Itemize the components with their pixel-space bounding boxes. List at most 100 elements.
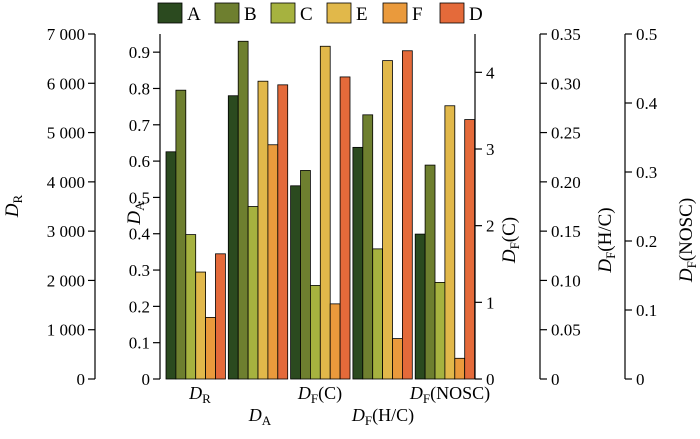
bar-group: [227, 40, 289, 380]
bar-f: [392, 338, 403, 380]
bar-c: [185, 234, 197, 380]
legend-item-c: C: [270, 2, 313, 25]
tick-label: 0.8: [129, 79, 150, 98]
tick-label: 4: [486, 63, 495, 82]
legend-item-e: E: [326, 2, 368, 25]
bar-c: [434, 281, 446, 380]
bar-e: [257, 80, 269, 380]
legend-label: C: [300, 4, 313, 25]
bar-group: [414, 105, 476, 380]
category-label: DA: [248, 405, 272, 428]
tick-label: 0.30: [551, 74, 581, 93]
bar-group: [352, 50, 413, 380]
category-label: DF(C): [297, 383, 342, 406]
tick-label: 0.20: [551, 173, 581, 192]
bar-a: [227, 95, 239, 380]
bars: [165, 40, 476, 380]
tick-label: 0.1: [129, 334, 150, 353]
bar-d: [464, 119, 476, 380]
axis-d-a: 0 0.1 0.2 0.3 0.4 0.5 0.6 0.7 0.8 0.9 DA: [124, 34, 161, 389]
axis-title: DR: [2, 194, 25, 218]
bar-e: [195, 271, 206, 380]
tick-label: 0.25: [551, 124, 581, 143]
tick-label: 0.1: [636, 301, 657, 320]
bar-b: [237, 40, 249, 380]
tick-label: 0.3: [636, 163, 657, 182]
tick-label: 3: [486, 140, 495, 159]
tick-label: 0.5: [636, 25, 657, 44]
tick-label: 2 000: [47, 271, 85, 290]
tick-label: 0: [551, 370, 560, 389]
axis-d-r: 0 1 000 2 000 3 000 4 000 5 000 6 000 7 000 DR: [2, 25, 96, 389]
tick-label: 0.2: [129, 297, 150, 316]
tick-label: 0: [636, 370, 645, 389]
bar-f: [454, 357, 466, 380]
legend-label: E: [356, 4, 368, 25]
tick-label: 6 000: [47, 74, 85, 93]
tick-label: 3 000: [47, 222, 85, 241]
axis-title: DA: [124, 201, 147, 226]
bar-f: [267, 144, 279, 380]
category-labels: DR DA DF(C) DF(H/C)DF(NOSC): [188, 383, 490, 428]
tick-label: 2: [486, 217, 495, 236]
bar-b: [362, 114, 374, 380]
bar-e: [382, 60, 393, 380]
legend-swatch: [439, 2, 465, 24]
bar-b: [424, 164, 436, 380]
tick-label: 0: [142, 370, 151, 389]
tick-label: 0.2: [636, 232, 657, 251]
bar-c: [309, 285, 321, 380]
axis-d-f-c: 0 1 2 3 4 DF(C): [474, 34, 522, 389]
bar-f: [205, 316, 216, 380]
legend-item-b: B: [214, 2, 257, 25]
legend-label: B: [244, 4, 257, 25]
tick-label: 0.05: [551, 321, 581, 340]
legend-label: A: [187, 4, 201, 25]
bar-d: [277, 84, 289, 380]
legend-swatch: [382, 2, 408, 24]
legend-swatch: [157, 2, 183, 24]
axis-title: DF(NOSC): [676, 198, 699, 283]
bar-d: [215, 253, 226, 380]
legend-item-f: F: [382, 2, 423, 25]
legend-label: F: [412, 4, 423, 25]
legend-item-d: D: [439, 2, 483, 25]
category-label: DF(H/C): [351, 405, 414, 428]
tick-label: 0.10: [551, 271, 581, 290]
tick-label: 0: [77, 370, 86, 389]
tick-label: 0.35: [551, 25, 581, 44]
bar-a: [165, 151, 177, 380]
axis-d-f-hc: 0 0.05 0.10 0.15 0.20 0.25 0.30 0.35 DF(H/C): [539, 25, 618, 389]
bar-group: [290, 45, 351, 380]
bar-c: [372, 248, 384, 380]
tick-label: 0.3: [129, 261, 150, 280]
tick-label: 4 000: [47, 173, 85, 192]
axis-title: DF(C): [499, 217, 522, 264]
bar-a: [414, 233, 426, 380]
tick-label: 5 000: [47, 124, 85, 143]
category-label: DR: [188, 383, 211, 406]
axis-d-f-nosc: 0 0.1 0.2 0.3 0.4 0.5 DF(NOSC): [624, 25, 699, 389]
category-label: DF(NOSC): [409, 383, 490, 406]
legend-swatch: [326, 2, 352, 24]
bar-d: [401, 50, 413, 380]
bar-b: [175, 89, 187, 380]
bar-a: [352, 146, 364, 380]
tick-label: 0.9: [129, 43, 150, 62]
tick-label: 0.15: [551, 222, 581, 241]
tick-label: 0.5: [129, 188, 150, 207]
tick-label: 0.4: [129, 225, 151, 244]
bar-a: [290, 185, 301, 380]
tick-label: 0: [486, 370, 495, 389]
bar-b: [300, 170, 311, 380]
tick-label: 0.7: [129, 116, 151, 135]
tick-label: 1 000: [47, 321, 85, 340]
tick-label: 0.4: [636, 94, 658, 113]
bar-e: [319, 45, 331, 380]
tick-label: 7 000: [47, 25, 85, 44]
bar-group: [165, 89, 226, 380]
tick-label: 0.6: [129, 152, 150, 171]
